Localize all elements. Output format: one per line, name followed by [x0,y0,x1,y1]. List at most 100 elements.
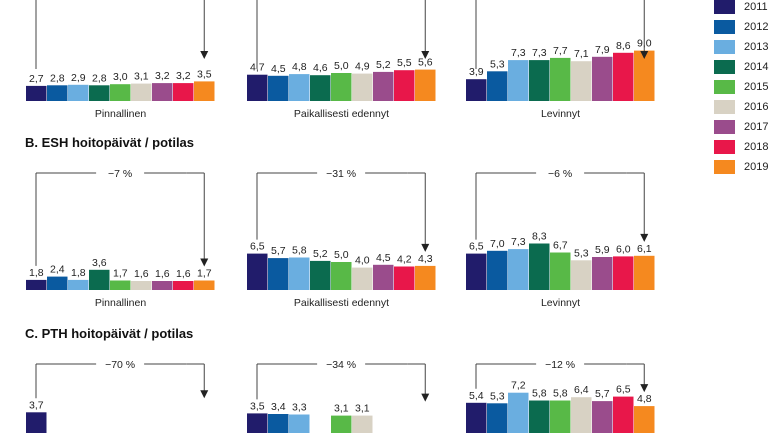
value-label-2012: 4,5 [271,63,286,75]
legend-item-2012: 2012 [714,20,778,34]
value-label-2011: 6,5 [250,241,265,253]
value-label-2017: 1,6 [155,268,170,280]
legend-swatch [714,120,735,134]
section-title-b: B. ESH hoitopäivät / potilas [25,135,195,150]
legend-item-2014: 2014 [714,60,778,74]
bracket-arrowhead [421,243,430,252]
legend-item-2011: 2011 [714,0,778,14]
legend-swatch [714,80,735,94]
value-label-2018: 4,2 [397,254,412,266]
bar-2018 [613,396,634,433]
bar-2014 [310,260,331,290]
value-label-2018: 1,6 [176,268,191,280]
legend-item-2018: 2018 [714,140,778,154]
value-label-2016: 5,3 [574,247,589,259]
change-percent-label: −31 % [326,168,356,180]
legend-swatch [714,160,735,174]
bar-2015 [550,252,571,290]
value-label-2012: 2,8 [50,72,65,84]
bar-2015 [550,400,571,433]
bar-2015 [110,280,131,290]
bar-2017 [592,257,613,290]
bracket-arrowhead [200,390,209,399]
bracket-arrowhead [200,51,209,59]
value-label-2013: 2,9 [71,72,86,84]
legend-label: 2011 [744,1,768,13]
value-label-2014: 3,6 [92,257,107,269]
value-label-2012: 5,7 [271,245,286,257]
legend-label: 2017 [744,121,769,133]
value-label-2013: 5,8 [292,245,307,257]
bar-2016 [571,61,592,101]
value-label-2011: 5,4 [469,390,484,402]
bar-2011 [466,79,487,101]
bar-2019 [415,265,436,290]
value-label-2013: 7,3 [511,47,526,59]
value-label-2016: 6,4 [574,384,589,396]
bar-2019 [634,50,655,101]
value-label-2014: 4,6 [313,62,328,74]
bar-2018 [394,70,415,101]
legend-label: 2016 [744,101,769,113]
bar-2019 [194,280,215,290]
change-label-bg [536,357,585,371]
bar-2012 [487,250,508,290]
value-label-2019: 4,3 [418,253,433,265]
bar-2016 [131,281,152,290]
category-label: Pinnallinen [95,108,147,120]
legend-item-2017: 2017 [714,120,778,134]
value-label-2019: 1,7 [197,268,212,280]
legend-label: 2018 [744,141,769,153]
bar-2013 [68,279,89,290]
bar-2012 [47,85,68,101]
bar-2012 [487,71,508,101]
legend-swatch [714,40,735,54]
bar-2013 [508,392,529,433]
category-label: Paikallisesti edennyt [294,297,389,309]
bar-2014 [89,85,110,101]
value-label-2017: 7,9 [595,44,610,56]
bar-2015 [550,57,571,101]
bar-2014 [89,269,110,290]
value-label-2016: 4,9 [355,61,370,73]
bar-2013 [508,60,529,101]
bar-2014 [529,60,550,101]
bar-2011 [26,279,47,290]
bar-2014 [529,243,550,290]
value-label-2018: 8,6 [616,40,631,52]
bar-2011 [247,253,268,290]
value-label-2011: 1,8 [29,267,44,279]
value-label-2012: 7,0 [490,238,505,250]
value-label-2011: 2,7 [29,73,44,85]
bar-2012 [268,414,289,433]
value-label-2011: 6,5 [469,241,484,253]
value-label-2014: 5,8 [532,388,547,400]
bar-2017 [152,281,173,290]
bar-2013 [289,74,310,101]
legend-item-2013: 2013 [714,40,778,54]
bar-2014 [310,75,331,101]
value-label-2014: 8,3 [532,231,547,243]
value-label-2014: 2,8 [92,72,107,84]
value-label-2017: 5,9 [595,244,610,256]
legend-item-2015: 2015 [714,80,778,94]
bar-2018 [394,266,415,290]
bracket-arrowhead [200,258,209,267]
value-label-2017: 3,2 [155,70,170,82]
legend-item-2016: 2016 [714,100,778,114]
bar-2017 [373,264,394,290]
value-label-2015: 6,7 [553,240,568,252]
legend-label: 2019 [744,161,769,173]
value-label-2018: 3,2 [176,70,191,82]
bracket-arrowhead [421,51,430,59]
bar-2016 [352,415,373,433]
value-label-2019: 6,1 [637,243,652,255]
bar-2011 [247,74,268,101]
bar-2015 [331,73,352,101]
bar-2018 [613,52,634,101]
category-label: Pinnallinen [95,297,147,309]
bar-2016 [352,73,373,101]
value-label-2011: 3,5 [250,400,265,412]
bar-2015 [110,84,131,101]
